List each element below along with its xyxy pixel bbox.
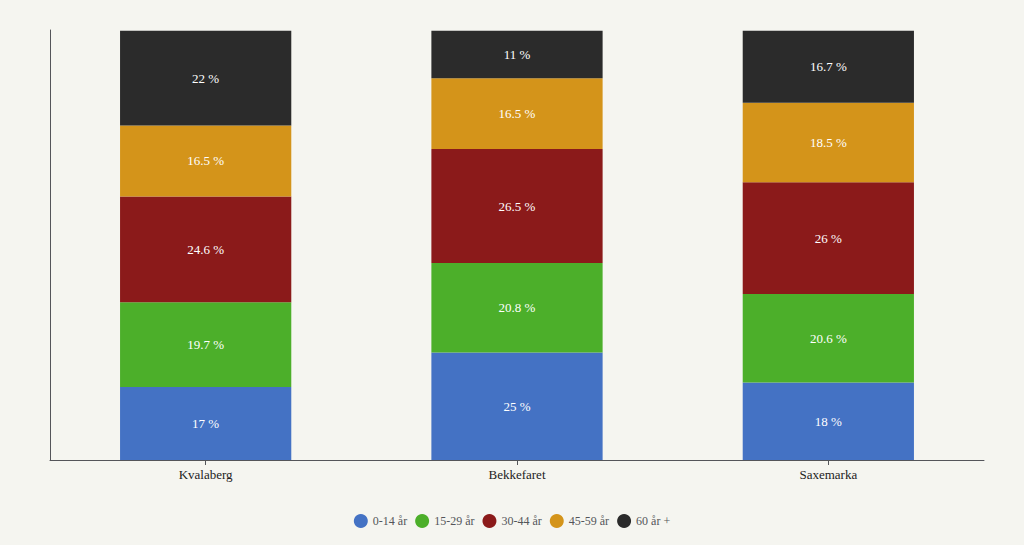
svg-text:16.7 %: 16.7 % (810, 59, 847, 74)
svg-text:Kvalaberg: Kvalaberg (179, 467, 233, 482)
svg-text:25 %: 25 % (503, 399, 530, 414)
svg-text:20.6 %: 20.6 % (810, 331, 847, 346)
svg-text:18 %: 18 % (815, 414, 842, 429)
svg-text:Bekkefaret: Bekkefaret (488, 467, 545, 482)
svg-text:16.5 %: 16.5 % (499, 106, 536, 121)
svg-text:15-29 år: 15-29 år (434, 514, 474, 528)
svg-text:26 %: 26 % (815, 231, 842, 246)
svg-text:26.5 %: 26.5 % (499, 199, 536, 214)
svg-text:16.5 %: 16.5 % (187, 153, 224, 168)
svg-text:45-59 år: 45-59 år (569, 514, 609, 528)
svg-text:24.6 %: 24.6 % (187, 242, 224, 257)
svg-text:0-14 år: 0-14 år (373, 514, 407, 528)
svg-text:11 %: 11 % (504, 47, 531, 62)
svg-text:19.7 %: 19.7 % (187, 337, 224, 352)
svg-text:18.5 %: 18.5 % (810, 135, 847, 150)
svg-text:60 år +: 60 år + (636, 514, 670, 528)
svg-text:17 %: 17 % (192, 416, 219, 431)
svg-text:30-44 år: 30-44 år (501, 514, 541, 528)
svg-text:20.8 %: 20.8 % (499, 300, 536, 315)
svg-text:Saxemarka: Saxemarka (799, 467, 857, 482)
svg-text:22 %: 22 % (192, 71, 219, 86)
